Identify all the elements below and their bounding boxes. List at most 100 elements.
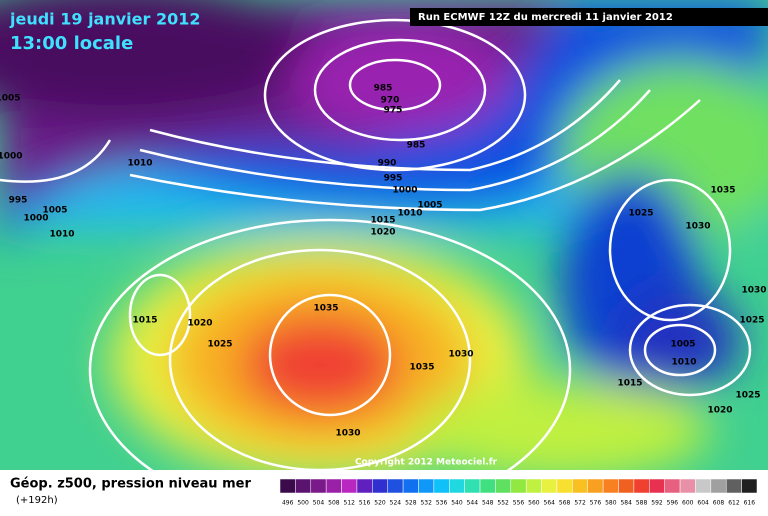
colorbar-cell bbox=[387, 478, 404, 494]
colorbar-cell bbox=[510, 478, 527, 494]
colorbar-label: 580 bbox=[605, 500, 617, 507]
isobar-label: 1005 bbox=[670, 340, 695, 350]
isobar-label: 1030 bbox=[685, 222, 710, 232]
colorbar-cell bbox=[587, 478, 604, 494]
colorbar-label: 524 bbox=[390, 500, 402, 507]
isobar-label: 1025 bbox=[628, 209, 653, 219]
isobar-label: 1035 bbox=[710, 186, 735, 196]
colorbar-label: 588 bbox=[636, 500, 648, 507]
isobar-label: 1035 bbox=[409, 363, 434, 373]
legend-title: Géop. z500, pression niveau mer bbox=[10, 477, 251, 492]
colorbar-cell bbox=[418, 478, 435, 494]
colorbar-cell bbox=[695, 478, 712, 494]
copyright: Copyright 2012 Meteociel.fr bbox=[355, 458, 498, 468]
isobar-label: 995 bbox=[9, 196, 28, 206]
colorbar-label: 568 bbox=[559, 500, 571, 507]
colorbar-label: 552 bbox=[497, 500, 509, 507]
isobar-label: 970 bbox=[381, 96, 400, 106]
colorbar-label: 604 bbox=[697, 500, 709, 507]
isobar-label: 1035 bbox=[313, 304, 338, 314]
isobar-label: 1020 bbox=[707, 406, 732, 416]
colorbar-cell bbox=[525, 478, 542, 494]
isobar-label: 1010 bbox=[49, 230, 74, 240]
isobar-label: 1010 bbox=[397, 209, 422, 219]
date: jeudi 19 janvier 2012 bbox=[9, 10, 201, 29]
isobar-label: 1005 bbox=[417, 201, 442, 211]
colorbar-cell bbox=[464, 478, 481, 494]
isobar-label: 1010 bbox=[127, 159, 152, 169]
colorbar-cell bbox=[649, 478, 665, 494]
colorbar-cell bbox=[602, 478, 619, 494]
colorbar-label: 512 bbox=[344, 500, 356, 507]
isobar-label: 1025 bbox=[739, 316, 764, 326]
colorbar-cell bbox=[341, 478, 358, 494]
colorbar-cell bbox=[664, 478, 681, 494]
colorbar-cell bbox=[356, 478, 373, 494]
colorbar-cell bbox=[372, 478, 388, 494]
isobar-label: 1010 bbox=[671, 358, 696, 368]
isobar-label: 985 bbox=[374, 84, 393, 94]
isobar-label: 1030 bbox=[741, 286, 766, 296]
colorbar-label: 540 bbox=[451, 500, 463, 507]
colorbar-label: 528 bbox=[405, 500, 417, 507]
colorbar-cell bbox=[741, 478, 758, 494]
isobar-label: 1020 bbox=[370, 228, 395, 238]
colorbar-cell bbox=[479, 478, 496, 494]
colorbar-cell bbox=[279, 478, 296, 494]
colorbar-label: 608 bbox=[713, 500, 725, 507]
colorbar-label: 496 bbox=[282, 500, 294, 507]
colorbar-cell bbox=[725, 478, 742, 494]
colorbar-label: 516 bbox=[359, 500, 371, 507]
colorbar-label: 508 bbox=[328, 500, 340, 507]
pressure-field bbox=[0, 0, 768, 480]
colorbar-label: 504 bbox=[313, 500, 325, 507]
colorbar-cell bbox=[495, 478, 512, 494]
colorbar-label: 572 bbox=[574, 500, 586, 507]
isobar-label: 1000 bbox=[23, 214, 48, 224]
lead-time: (+192h) bbox=[16, 495, 58, 506]
isobar-label: 1015 bbox=[370, 216, 395, 226]
colorbar-label: 612 bbox=[728, 500, 740, 507]
colorbar-cell bbox=[541, 478, 558, 494]
colorbar-cell bbox=[295, 478, 312, 494]
isobar-label: 1015 bbox=[132, 316, 157, 326]
colorbar-cell bbox=[449, 478, 465, 494]
run-box bbox=[410, 8, 768, 26]
run-info: Run ECMWF 12Z du mercredi 11 janvier 201… bbox=[418, 12, 673, 23]
colorbar-cell bbox=[710, 478, 727, 494]
colorbar-label: 548 bbox=[482, 500, 494, 507]
colorbar-label: 560 bbox=[528, 500, 540, 507]
colorbar-cell bbox=[325, 478, 342, 494]
isobar-label: 1000 bbox=[0, 152, 23, 162]
colorbar-label: 500 bbox=[297, 500, 309, 507]
colorbar-cell bbox=[679, 478, 696, 494]
isobar-label: 1025 bbox=[735, 391, 760, 401]
colorbar-cell bbox=[618, 478, 635, 494]
isobar-label: 1005 bbox=[0, 94, 21, 104]
colorbar-label: 576 bbox=[590, 500, 602, 507]
colorbar-label: 564 bbox=[544, 500, 556, 507]
colorbar-cell bbox=[402, 478, 419, 494]
colorbar-label: 616 bbox=[744, 500, 756, 507]
isobar-label: 985 bbox=[407, 141, 426, 151]
colorbar-label: 600 bbox=[682, 500, 694, 507]
colorbar-cell bbox=[633, 478, 650, 494]
colorbar-cell bbox=[433, 478, 450, 494]
isobar-label: 990 bbox=[378, 159, 397, 169]
isobars bbox=[0, 18, 752, 516]
colorbar-label: 536 bbox=[436, 500, 448, 507]
colorbar-label: 532 bbox=[420, 500, 432, 507]
isobar-label: 1025 bbox=[207, 340, 232, 350]
isobar-label: 995 bbox=[384, 174, 403, 184]
colorbar-label: 520 bbox=[374, 500, 386, 507]
isobar-label: 1005 bbox=[42, 206, 67, 216]
isobar-label: 1030 bbox=[448, 350, 473, 360]
time: 13:00 locale bbox=[10, 33, 133, 54]
colorbar-cell bbox=[310, 478, 327, 494]
isobar-label: 1020 bbox=[187, 319, 212, 329]
colorbar-label: 592 bbox=[651, 500, 663, 507]
colorbar-label: 544 bbox=[467, 500, 479, 507]
colorbar-label: 556 bbox=[513, 500, 525, 507]
colorbar-label: 596 bbox=[667, 500, 679, 507]
